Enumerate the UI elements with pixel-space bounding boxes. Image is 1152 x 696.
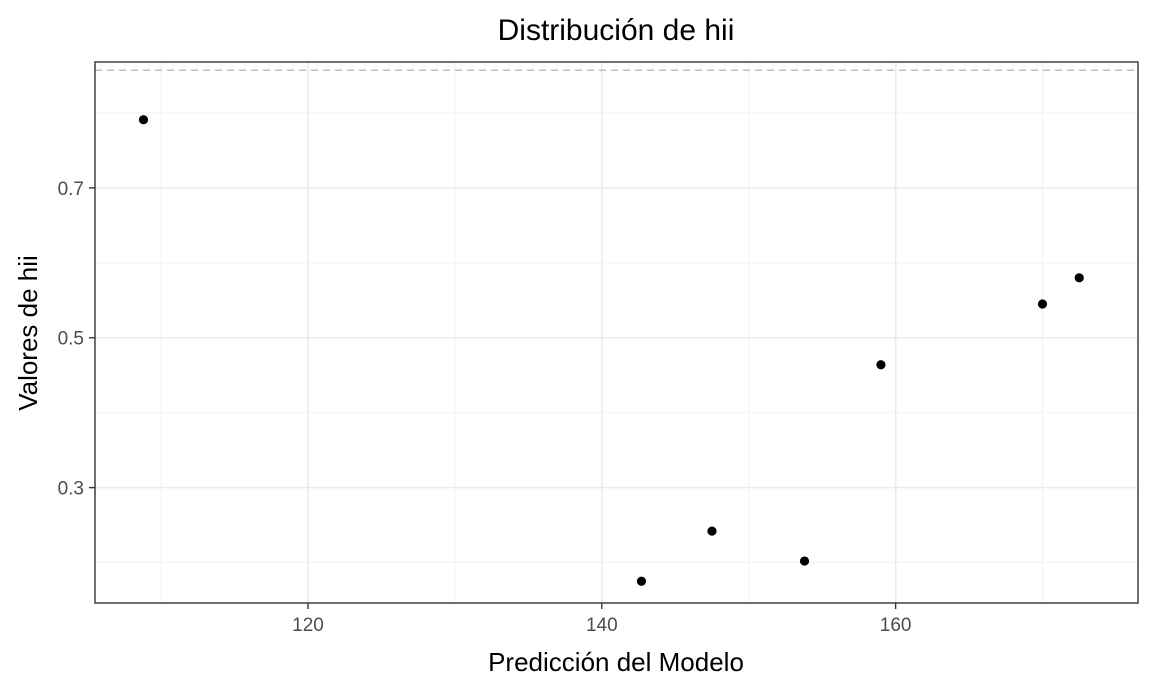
axis-ticks: 120 140 160 0.3 0.5 0.7 xyxy=(58,179,912,636)
data-point xyxy=(1037,299,1048,309)
y-axis-title: Valores de hii xyxy=(13,255,43,411)
y-tick-label: 0.3 xyxy=(58,479,84,500)
x-tick-label: 140 xyxy=(586,615,618,636)
x-tick-label: 160 xyxy=(880,615,912,636)
y-tick-label: 0.5 xyxy=(58,329,84,350)
data-point xyxy=(876,360,886,370)
data-point xyxy=(138,115,149,125)
data-points xyxy=(138,115,1084,586)
x-axis-title: Predicción del Modelo xyxy=(488,647,744,677)
chart-title: Distribución de hii xyxy=(498,14,735,47)
grid-lines xyxy=(95,62,1138,603)
x-tick-label: 120 xyxy=(292,615,324,636)
data-point xyxy=(636,576,647,586)
y-tick-label: 0.7 xyxy=(58,179,84,200)
data-point xyxy=(1074,273,1084,283)
panel-border xyxy=(94,61,1139,604)
data-point xyxy=(799,556,810,566)
data-point xyxy=(707,526,717,536)
